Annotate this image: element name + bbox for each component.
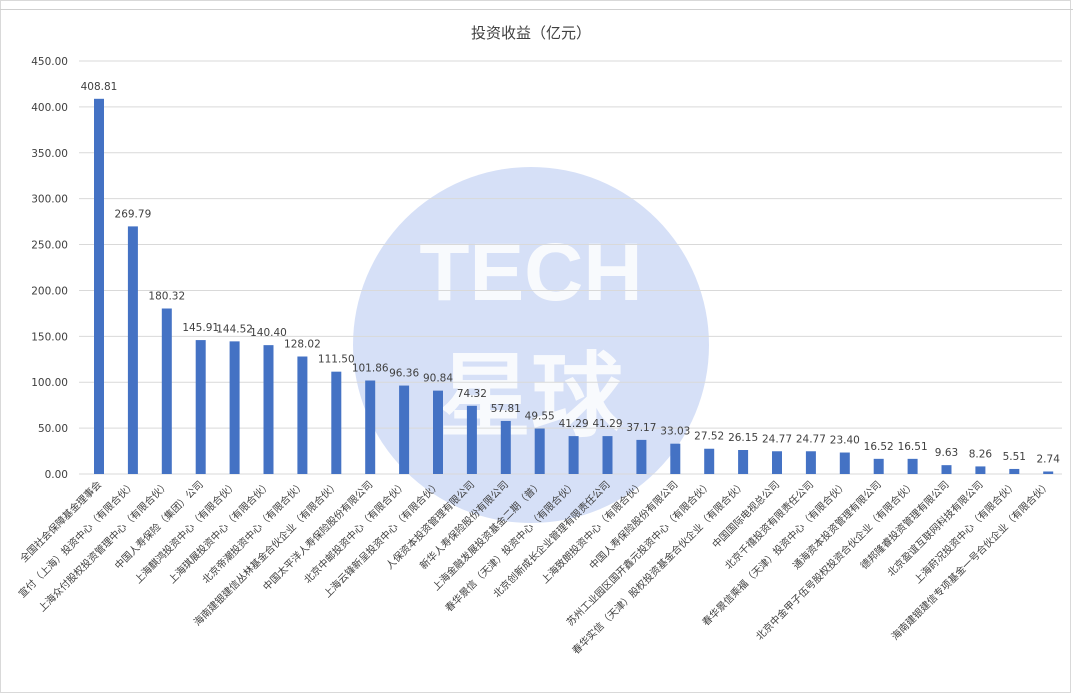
x-category-label: 北京中金甲子伍号股权投资合伙企业（有限合伙） — [753, 478, 918, 643]
data-label: 41.29 — [592, 418, 622, 430]
data-label: 8.26 — [969, 448, 993, 460]
bar — [94, 98, 104, 474]
bar — [365, 380, 376, 474]
data-label: 74.32 — [457, 388, 487, 400]
bar — [839, 452, 850, 474]
bar — [704, 448, 715, 474]
bar — [229, 341, 240, 474]
data-label: 49.55 — [525, 411, 555, 423]
bar — [1009, 468, 1020, 474]
data-label: 101.86 — [352, 363, 389, 375]
data-labels: 408.81 269.79 180.32 145.91144.52140.40128.… — [81, 81, 1061, 466]
data-label: 5.51 — [1003, 451, 1026, 463]
y-tick-label: 450.00 — [31, 56, 68, 68]
bar — [161, 308, 172, 474]
bar — [127, 226, 138, 474]
y-tick-label: 250.00 — [31, 240, 68, 252]
data-label: 24.77 — [762, 433, 792, 445]
y-tick-label: 200.00 — [31, 285, 68, 297]
bar — [500, 420, 511, 474]
bar — [433, 390, 443, 474]
data-label: 16.52 — [864, 441, 894, 453]
bar — [873, 458, 884, 474]
bar — [670, 443, 681, 474]
data-label: 2.74 — [1037, 453, 1061, 465]
data-label: 90.84 — [423, 373, 453, 385]
data-label: 145.91 — [182, 322, 219, 334]
y-tick-label: 350.00 — [31, 148, 68, 160]
data-label: 180.32 — [148, 291, 185, 303]
bar — [975, 466, 986, 474]
y-tick-label: 300.00 — [31, 194, 68, 206]
bar — [772, 451, 782, 474]
bar — [534, 428, 545, 474]
bar — [195, 340, 206, 474]
data-label: 140.40 — [250, 327, 287, 339]
bar — [568, 436, 579, 474]
x-category-label: 上海众付股权投资管理中心（有限合伙） — [35, 478, 171, 614]
bars — [94, 98, 1054, 474]
data-label: 96.36 — [389, 368, 419, 380]
data-label: 41.29 — [559, 418, 589, 430]
data-label: 26.15 — [728, 432, 758, 444]
data-label: 408.81 — [81, 81, 118, 93]
data-label: 33.03 — [660, 426, 690, 438]
y-axis-ticks: 0.00 50.00 100.00 150.00 200.00 250.00 300.00 3… — [31, 56, 68, 481]
data-label: 111.50 — [318, 354, 355, 366]
chart-title: 投资收益（亿元） — [471, 24, 591, 42]
data-label: 23.40 — [830, 435, 860, 447]
data-label: 27.52 — [694, 431, 724, 443]
data-label: 16.51 — [898, 441, 928, 453]
watermark-text-top: TECH — [419, 227, 642, 318]
data-label: 269.79 — [115, 208, 152, 220]
y-tick-label: 150.00 — [31, 331, 68, 343]
bar — [399, 385, 410, 474]
bar — [941, 465, 952, 474]
bar — [636, 439, 647, 474]
bar — [1043, 471, 1054, 474]
data-label: 144.52 — [216, 323, 253, 335]
bar — [466, 405, 477, 474]
bar — [297, 356, 308, 474]
data-label: 57.81 — [491, 403, 521, 415]
data-label: 128.02 — [284, 339, 321, 351]
bar — [907, 458, 918, 474]
y-tick-label: 50.00 — [38, 423, 68, 435]
bar — [805, 451, 816, 474]
y-tick-label: 0.00 — [45, 469, 68, 481]
bar — [738, 450, 749, 474]
y-tick-label: 100.00 — [31, 377, 68, 389]
x-category-label: 海南建银建信专项基金一号合伙企业（有限合伙） — [889, 478, 1054, 643]
y-tick-label: 400.00 — [31, 102, 68, 114]
top-divider — [0, 9, 1073, 10]
data-label: 37.17 — [626, 422, 656, 434]
bar — [331, 371, 342, 474]
data-label: 9.63 — [935, 447, 958, 459]
bar — [602, 436, 613, 474]
bar — [263, 345, 274, 474]
data-label: 24.77 — [796, 433, 826, 445]
